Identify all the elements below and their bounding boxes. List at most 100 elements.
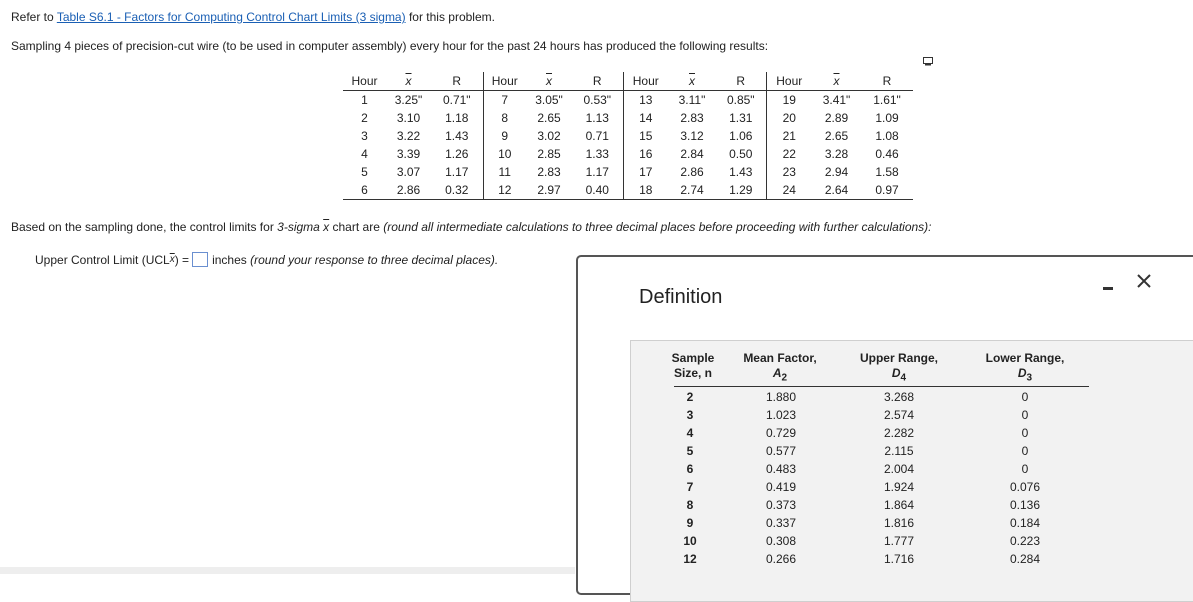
symbol-sub: 2 xyxy=(781,372,788,384)
table-link[interactable]: Table S6.1 - Factors for Computing Contr… xyxy=(56,10,406,24)
table-cell: 0.40 xyxy=(572,181,623,200)
table-cell: 0.71 xyxy=(585,129,609,143)
question-part4: (round all intermediate calculations to … xyxy=(383,220,932,234)
header-line: Sample xyxy=(671,351,715,365)
table-cell: 0.337 xyxy=(765,516,797,530)
table-row: 6 2.86 0.32 12 2.97 0.40 18 2.74 1.29 24… xyxy=(343,181,913,200)
table-cell: 3.05" xyxy=(535,93,563,107)
table-cell: 0.729 xyxy=(765,426,797,440)
col-header-hour: Hour xyxy=(343,72,386,91)
table-cell: 2.65 xyxy=(824,129,849,143)
table-row: 1 3.25" 0.71" 7 3.05" 0.53" 13 3.11" 0.8… xyxy=(343,90,913,109)
table-cell: 17 xyxy=(622,163,668,181)
copy-icon[interactable] xyxy=(923,57,933,66)
table-cell: 0.53" xyxy=(583,93,612,107)
table-cell: 0 xyxy=(1021,390,1029,404)
table-cell: 1.31 xyxy=(729,111,753,125)
table-cell: 2.83 xyxy=(680,111,704,125)
d4-column: 3.268 2.574 2.282 2.115 2.004 1.924 1.86… xyxy=(874,388,924,568)
col-header-hour: Hour xyxy=(622,72,668,91)
table-cell: 1.26 xyxy=(445,147,469,161)
table-cell: 9 xyxy=(686,516,694,530)
table-cell: 1.17 xyxy=(585,165,609,179)
table-cell: 2.86 xyxy=(680,165,704,179)
table-cell: 1.08 xyxy=(875,129,899,143)
table-cell: 6 xyxy=(343,181,386,200)
col-header-range: R xyxy=(431,72,483,91)
question-part3: chart are xyxy=(329,220,384,234)
table-cell: 1.06 xyxy=(729,129,753,143)
header-line: Upper Range, xyxy=(859,351,938,365)
ucl-subscript: x xyxy=(169,254,175,265)
table-cell: 15 xyxy=(622,127,668,145)
table-cell: 1.18 xyxy=(445,111,469,125)
table-cell: 2.94 xyxy=(824,165,849,179)
col-header-hour: Hour xyxy=(482,72,526,91)
table-cell: 12 xyxy=(482,181,526,200)
close-icon[interactable] xyxy=(1134,271,1154,291)
table-cell: 2.97 xyxy=(526,181,572,200)
table-cell: 0.266 xyxy=(765,552,797,566)
dialog-title: Definition xyxy=(639,286,723,308)
table-cell: 11 xyxy=(482,163,526,181)
table-cell: 0 xyxy=(1021,444,1029,458)
table-cell: 0 xyxy=(1021,408,1029,422)
col-header-range: R xyxy=(572,72,623,91)
table-cell: 3 xyxy=(361,129,368,143)
header-line: Mean Factor, xyxy=(743,351,817,365)
table-cell: 0.419 xyxy=(765,480,797,494)
table-cell: 1.924 xyxy=(883,480,915,494)
table-cell: 3.10 xyxy=(396,111,421,125)
definition-dialog: Definition Sample Size, n Mean Factor, A… xyxy=(576,255,1193,602)
col-header-hour: Hour xyxy=(765,72,812,91)
col-header-xbar: x xyxy=(812,72,861,91)
table-cell: 1.09 xyxy=(875,111,899,125)
table-cell: 5 xyxy=(361,165,368,179)
table-cell: 3.28 xyxy=(824,147,849,161)
table-cell: 0.308 xyxy=(765,534,797,548)
table-cell: 13 xyxy=(622,90,668,109)
table-cell: 2.86 xyxy=(386,181,431,200)
question-text: Based on the sampling done, the control … xyxy=(11,220,932,234)
a2-column: 1.880 1.023 0.729 0.577 0.483 0.419 0.37… xyxy=(756,388,806,568)
table-cell: 0.076 xyxy=(1009,480,1041,494)
table-cell: 2 xyxy=(361,111,368,125)
col-header-xbar: x xyxy=(668,72,716,91)
d3-column: 0 0 0 0 0 0.076 0.136 0.184 0.223 0.284 xyxy=(1000,388,1050,568)
table-cell: 0.223 xyxy=(1009,534,1041,548)
answer-row: Upper Control Limit (UCL x) = inches (rou… xyxy=(35,252,498,267)
symbol: D xyxy=(1017,366,1027,380)
table-cell: 3.22 xyxy=(396,129,421,143)
symbol: D xyxy=(891,366,901,380)
table-cell: 3.12 xyxy=(680,129,704,143)
header-upper-range: Upper Range, D4 xyxy=(843,351,955,385)
table-cell: 7 xyxy=(686,480,694,494)
control-chart-factors-table: Sample Size, n Mean Factor, A2 Upper Ran… xyxy=(630,340,1193,602)
header-divider xyxy=(674,386,1089,387)
table-cell: 1.880 xyxy=(765,390,797,404)
table-cell: 2.574 xyxy=(883,408,915,422)
header-symbol: A2 xyxy=(733,366,827,385)
table-cell: 16 xyxy=(622,145,668,163)
table-row: 4 3.39 1.26 10 2.85 1.33 16 2.84 0.50 22… xyxy=(343,145,913,163)
table-cell: 12 xyxy=(683,552,697,566)
ucl-label-end: ) = xyxy=(174,252,190,267)
table-cell: 7 xyxy=(482,90,526,109)
table-cell: 8 xyxy=(482,109,526,127)
table-cell: 23 xyxy=(765,163,812,181)
table-cell: 2.85 xyxy=(537,147,561,161)
table-cell: 0.184 xyxy=(1009,516,1041,530)
ucl-label: Upper Control Limit (UCL xyxy=(35,252,170,267)
table-cell: 0.50 xyxy=(729,147,753,161)
table-cell: 0 xyxy=(1021,462,1029,476)
table-cell: 2.74 xyxy=(668,181,716,200)
header-line: Size, n xyxy=(673,366,712,380)
ucl-note: (round your response to three decimal pl… xyxy=(250,252,499,267)
ucl-answer-input[interactable] xyxy=(192,252,209,267)
bottom-strip xyxy=(0,567,575,574)
col-header-range: R xyxy=(861,72,913,91)
minimize-icon[interactable] xyxy=(1103,280,1113,290)
table-cell: 6 xyxy=(686,462,694,476)
table-cell: 10 xyxy=(482,145,526,163)
table-cell: 14 xyxy=(622,109,668,127)
